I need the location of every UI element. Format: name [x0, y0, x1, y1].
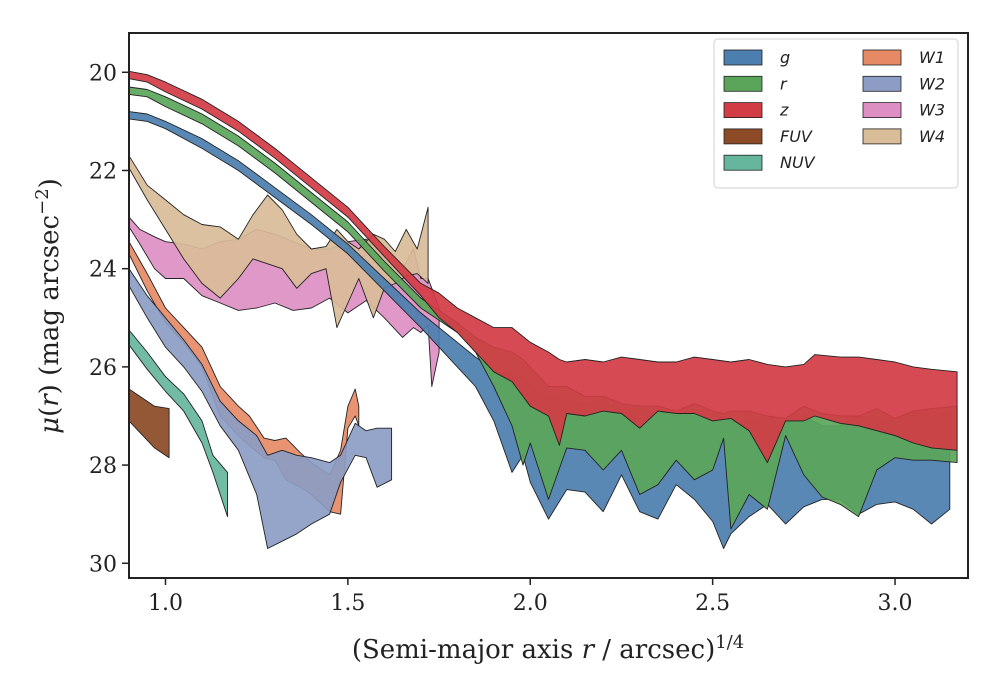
legend-swatch-w3	[862, 102, 902, 118]
x-axis: 1.0 1.5 2.0 2.5 3.0	[148, 578, 913, 616]
y-tick-label: 30	[89, 552, 117, 577]
x-tick-label: 1.5	[330, 591, 365, 616]
band-z	[128, 70, 958, 464]
legend-label-g: g	[780, 48, 790, 67]
band-w2	[128, 268, 393, 549]
legend-label-fuv: FUV	[780, 127, 813, 146]
plot-frame	[128, 32, 969, 579]
y-axis: 20 22 24 26 28 30	[89, 61, 129, 577]
legend-label-w2: W2	[919, 74, 945, 93]
legend-label-nuv: NUV	[780, 153, 816, 172]
profile-bands	[128, 70, 958, 549]
legend-label-w1: W1	[919, 48, 945, 67]
x-tick-label: 1.0	[148, 591, 183, 616]
y-tick-label: 24	[89, 258, 117, 283]
band-w4	[128, 155, 429, 329]
y-tick-label: 28	[89, 454, 117, 479]
legend-swatch-r	[723, 75, 763, 92]
legend-label-r: r	[780, 74, 788, 93]
x-tick-label: 2.5	[695, 591, 730, 616]
x-axis-label: (Semi-major axis r / arcsec)1/4	[352, 632, 744, 665]
legend-swatch-z	[723, 102, 763, 118]
legend-swatch-nuv	[723, 154, 763, 171]
legend-label-w3: W3	[919, 101, 945, 120]
y-tick-label: 26	[89, 356, 117, 381]
legend-label-w4: W4	[919, 127, 945, 146]
band-nuv	[128, 329, 228, 518]
band-fuv	[128, 388, 170, 459]
y-tick-label: 22	[89, 159, 117, 184]
legend-swatch-g	[723, 49, 763, 66]
x-tick-label: 2.0	[513, 591, 548, 616]
legend-swatch-w4	[862, 128, 902, 145]
legend-label-z: z	[779, 101, 789, 120]
y-tick-label: 20	[89, 61, 117, 86]
x-tick-label: 3.0	[878, 591, 913, 616]
legend-swatch-w1	[862, 49, 902, 66]
legend: grz FUV NUV W1 W2 W3 W4	[713, 38, 959, 189]
legend-swatch-fuv	[723, 128, 763, 145]
y-axis-label: μ(r) (mag arcsec−2)	[32, 178, 65, 434]
legend-swatch-w2	[862, 75, 902, 92]
